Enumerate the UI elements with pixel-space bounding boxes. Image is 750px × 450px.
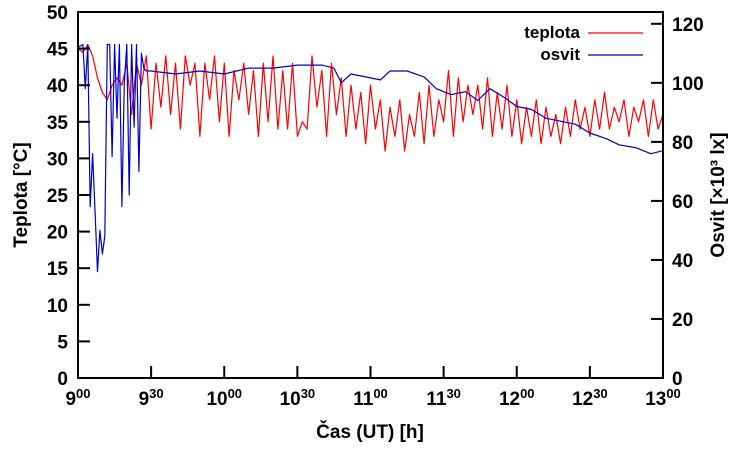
series-layer xyxy=(77,43,664,273)
y-tick-label: 25 xyxy=(47,186,69,207)
x-tick-label: 1100 xyxy=(353,386,388,410)
x-tick-label: 1230 xyxy=(572,386,608,410)
y2-tick-label: 100 xyxy=(672,74,704,95)
y-tick-label: 15 xyxy=(47,259,69,280)
y-tick-label: 5 xyxy=(57,332,68,353)
ticks-layer: 900 930 1000 1030 1100 1130 1200 1230 1300051015… xyxy=(47,3,704,410)
legend-label-osvit: osvit xyxy=(540,45,580,64)
y-tick-label: 45 xyxy=(47,40,69,61)
series-line-teplota xyxy=(77,44,664,152)
y2-axis-title: Osvit [×10³ lx] xyxy=(708,132,729,257)
y2-tick-label: 20 xyxy=(672,310,693,331)
y-axis-title: Teplota [°C] xyxy=(11,142,32,247)
y2-tick-label: 0 xyxy=(672,369,683,390)
y-tick-label: 10 xyxy=(47,296,68,317)
x-axis-title: Čas (UT) [h] xyxy=(316,421,424,443)
y2-tick-label: 40 xyxy=(672,251,693,272)
x-tick-label: 1000 xyxy=(206,386,242,410)
y-tick-label: 50 xyxy=(47,3,68,24)
y-tick-label: 30 xyxy=(47,149,68,170)
y-tick-label: 35 xyxy=(47,113,69,134)
legend: teplota osvit xyxy=(524,23,643,64)
x-tick-label: 1030 xyxy=(280,386,316,410)
y-tick-label: 0 xyxy=(57,369,68,390)
y-tick-label: 40 xyxy=(47,76,68,97)
x-tick-label: 1300 xyxy=(645,386,681,410)
y-tick-label: 20 xyxy=(47,223,68,244)
plot-frame xyxy=(77,11,664,379)
legend-label-teplota: teplota xyxy=(524,23,580,42)
x-tick-label: 900 xyxy=(65,386,90,410)
y2-tick-label: 60 xyxy=(672,192,693,213)
y2-tick-label: 120 xyxy=(672,15,704,36)
series-line-osvit xyxy=(77,43,664,273)
x-tick-label: 1200 xyxy=(499,386,535,410)
x-tick-label: 1130 xyxy=(426,386,461,410)
x-tick-label: 930 xyxy=(139,386,164,410)
y2-tick-label: 80 xyxy=(672,133,693,154)
